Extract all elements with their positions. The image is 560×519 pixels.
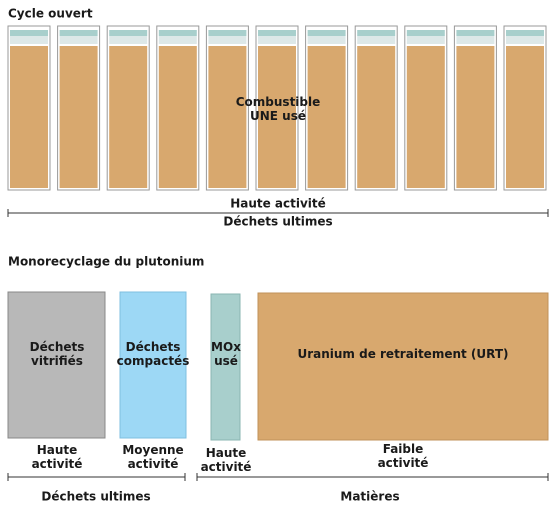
assembly-band: [357, 36, 396, 44]
group-label: Matières: [340, 490, 399, 504]
fuel-assemblies: [7, 25, 547, 191]
activity-line: activité: [201, 460, 252, 474]
assembly-top: [357, 30, 396, 36]
bracket: [7, 209, 549, 217]
activity-line: activité: [128, 457, 179, 471]
assembly-top: [506, 30, 544, 36]
assembly-body: [506, 46, 544, 188]
assembly-body: [258, 46, 296, 188]
assembly-band: [406, 36, 445, 44]
assembly-top: [456, 30, 495, 36]
assembly-band: [109, 36, 148, 44]
assembly-band: [208, 36, 247, 44]
box-label: Uranium de retraitement (URT): [297, 347, 508, 361]
activity-label: Moyenne activité: [122, 443, 183, 471]
box-label-line: vitrifiés: [31, 354, 83, 368]
assembly-top: [10, 30, 48, 36]
assembly-band: [10, 36, 48, 44]
activity-label: Faible activité: [378, 442, 429, 470]
category-label: Déchets ultimes: [223, 215, 332, 229]
activity-line: Moyenne: [122, 443, 183, 457]
assembly-body: [307, 46, 346, 188]
activity-line: activité: [378, 456, 429, 470]
assembly-top: [258, 30, 296, 36]
assembly-band: [158, 36, 197, 44]
activity-line: Faible: [383, 442, 424, 456]
fuel-label: Combustible UNE usé: [236, 95, 321, 123]
assembly-body: [208, 46, 247, 188]
group-label: Déchets ultimes: [41, 490, 150, 504]
box-mox: [210, 293, 241, 441]
assembly-top: [158, 30, 197, 36]
assembly-band: [456, 36, 495, 44]
box-vitrified: [7, 291, 106, 439]
box-label-line: Déchets: [30, 340, 85, 354]
box-urt: [257, 292, 549, 441]
assembly-band: [59, 36, 98, 44]
activity-line: activité: [32, 457, 83, 471]
assembly-body: [406, 46, 445, 188]
assembly-top: [109, 30, 148, 36]
assembly-band: [258, 36, 296, 44]
box-compacted: [119, 291, 187, 439]
assembly-top: [59, 30, 98, 36]
assembly-top: [208, 30, 247, 36]
bracket: [7, 473, 549, 481]
activity-label: Haute activité: [32, 443, 83, 471]
box-label-line: MOx: [211, 340, 241, 354]
assembly-top: [307, 30, 346, 36]
box-label: Déchets compactés: [117, 340, 190, 368]
assembly-body: [109, 46, 148, 188]
box-label: Déchets vitrifiés: [30, 340, 85, 368]
box-label-line: usé: [214, 354, 238, 368]
assembly-body: [357, 46, 396, 188]
assembly-top: [406, 30, 445, 36]
assembly-band: [506, 36, 544, 44]
section-title: Cycle ouvert: [8, 7, 93, 21]
assembly-body: [10, 46, 48, 188]
activity-label: Haute activité: [201, 446, 252, 474]
section-title: Monorecyclage du plutonium: [8, 255, 204, 269]
box-label-line: Déchets: [126, 340, 181, 354]
box-label-line: Uranium de retraitement (URT): [297, 347, 508, 361]
activity-line: Haute: [206, 446, 247, 460]
activity-label: Haute activité: [230, 197, 326, 211]
assembly-body: [59, 46, 98, 188]
box-label-line: compactés: [117, 354, 190, 368]
assembly-band: [307, 36, 346, 44]
assembly-body: [158, 46, 197, 188]
box-label: MOx usé: [211, 340, 241, 368]
activity-line: Haute: [37, 443, 78, 457]
assembly-body: [456, 46, 495, 188]
